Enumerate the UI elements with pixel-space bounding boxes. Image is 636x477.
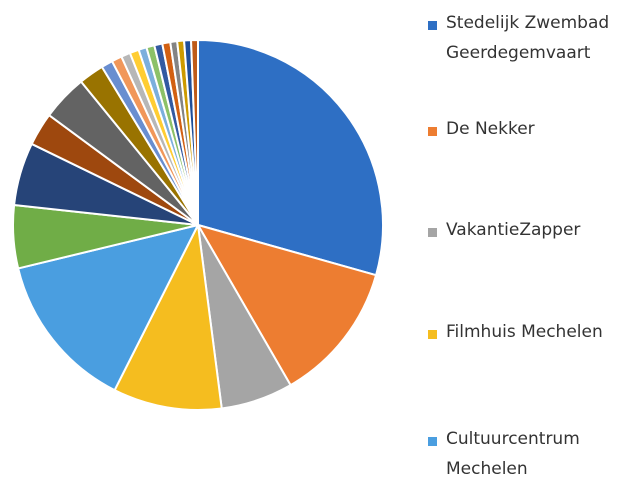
- legend-item: VakantieZapper: [428, 220, 618, 245]
- legend-item: Stedelijk Zwembad Geerdegemvaart: [428, 13, 618, 68]
- legend-item: De Nekker: [428, 119, 618, 144]
- legend-item: Cultuurcentrum Mechelen: [428, 429, 618, 477]
- legend-swatch: [428, 330, 437, 339]
- legend-label: Filmhuis Mechelen: [446, 322, 603, 342]
- legend-label: De Nekker: [446, 119, 535, 139]
- legend-swatch: [428, 228, 437, 237]
- legend-label: Stedelijk Zwembad Geerdegemvaart: [446, 13, 610, 63]
- legend-label: Cultuurcentrum Mechelen: [446, 429, 580, 477]
- pie-slice: [190, 39, 199, 226]
- legend-swatch: [428, 127, 437, 136]
- pie-slice: [197, 39, 384, 277]
- legend-swatch: [428, 437, 437, 446]
- pie-slice: [197, 224, 378, 387]
- legend-item: Filmhuis Mechelen: [428, 322, 618, 347]
- legend-label: VakantieZapper: [446, 220, 581, 240]
- pie-slice: [17, 224, 199, 392]
- legend-swatch: [428, 21, 437, 30]
- pie-slice: [113, 224, 223, 411]
